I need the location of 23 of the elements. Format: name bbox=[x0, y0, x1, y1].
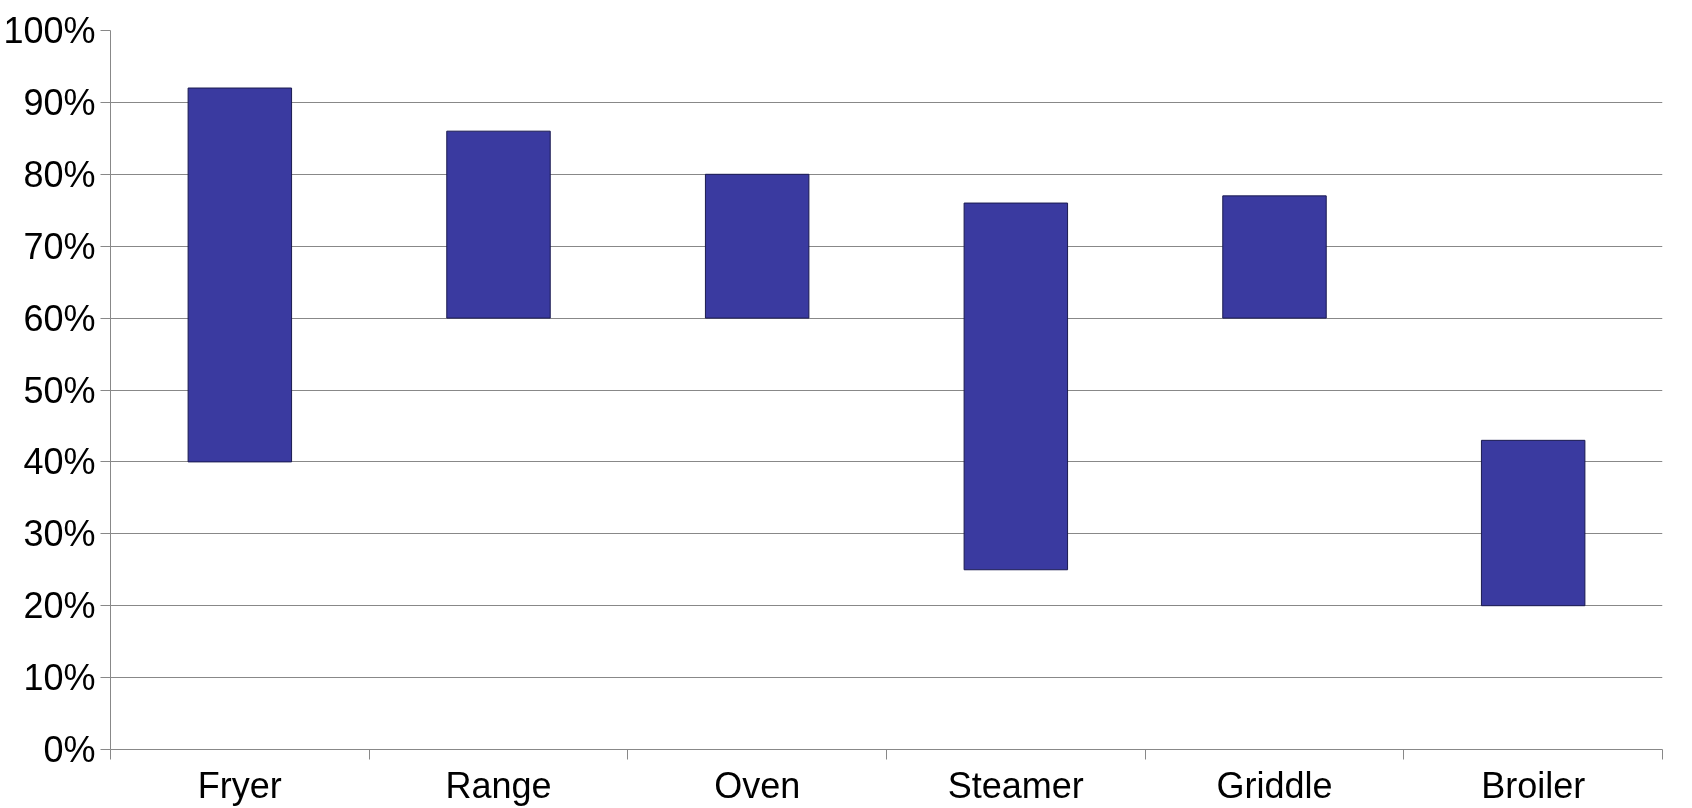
bar bbox=[446, 130, 551, 319]
bar bbox=[1222, 195, 1327, 319]
y-tick-label: 90% bbox=[23, 81, 96, 123]
y-tick-label: 10% bbox=[23, 657, 96, 699]
y-tick-label: 20% bbox=[23, 585, 96, 627]
y-tick-label: 60% bbox=[23, 297, 96, 339]
bar bbox=[187, 87, 293, 463]
bar bbox=[963, 202, 1069, 571]
x-tick-label: Oven bbox=[714, 764, 801, 806]
y-tick-label: 40% bbox=[23, 441, 96, 483]
y-tick-label: 30% bbox=[23, 513, 96, 555]
x-tick-label: Steamer bbox=[947, 764, 1084, 806]
x-tick-label: Range bbox=[445, 764, 552, 806]
y-tick-label: 70% bbox=[23, 225, 96, 267]
bar bbox=[1480, 439, 1586, 607]
y-tick-label: 80% bbox=[23, 153, 96, 195]
x-tick-label: Broiler bbox=[1481, 764, 1586, 806]
y-tick-label: 0% bbox=[43, 729, 96, 770]
x-tick-label: Griddle bbox=[1216, 764, 1333, 806]
x-tick-label: Fryer bbox=[197, 764, 282, 806]
y-tick-label: 100% bbox=[3, 10, 96, 51]
bar bbox=[704, 173, 810, 319]
y-tick-label: 50% bbox=[23, 369, 96, 411]
